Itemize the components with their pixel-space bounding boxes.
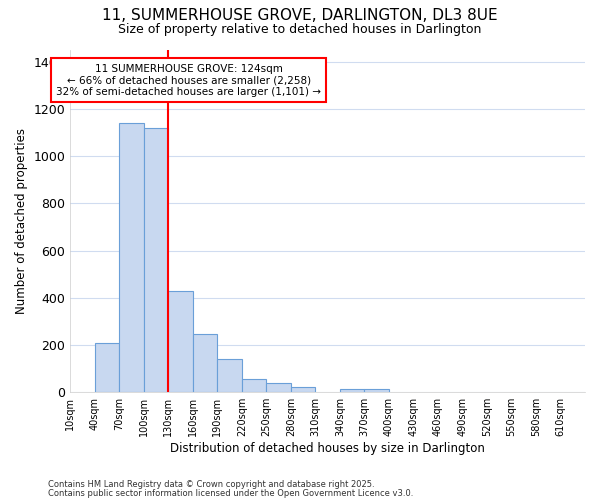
Bar	[364, 390, 389, 392]
Bar	[144, 128, 169, 392]
Text: Contains HM Land Registry data © Crown copyright and database right 2025.: Contains HM Land Registry data © Crown c…	[48, 480, 374, 489]
Bar	[266, 383, 291, 392]
Y-axis label: Number of detached properties: Number of detached properties	[15, 128, 28, 314]
Bar	[193, 334, 217, 392]
Text: Size of property relative to detached houses in Darlington: Size of property relative to detached ho…	[118, 22, 482, 36]
Text: Contains public sector information licensed under the Open Government Licence v3: Contains public sector information licen…	[48, 489, 413, 498]
Bar	[242, 378, 266, 392]
Bar	[169, 290, 193, 392]
Bar	[340, 390, 364, 392]
Text: 11 SUMMERHOUSE GROVE: 124sqm
← 66% of detached houses are smaller (2,258)
32% of: 11 SUMMERHOUSE GROVE: 124sqm ← 66% of de…	[56, 64, 321, 97]
Text: 11, SUMMERHOUSE GROVE, DARLINGTON, DL3 8UE: 11, SUMMERHOUSE GROVE, DARLINGTON, DL3 8…	[102, 8, 498, 22]
Bar	[119, 123, 144, 392]
Bar	[217, 359, 242, 392]
X-axis label: Distribution of detached houses by size in Darlington: Distribution of detached houses by size …	[170, 442, 485, 455]
Bar	[95, 342, 119, 392]
Bar	[291, 388, 316, 392]
